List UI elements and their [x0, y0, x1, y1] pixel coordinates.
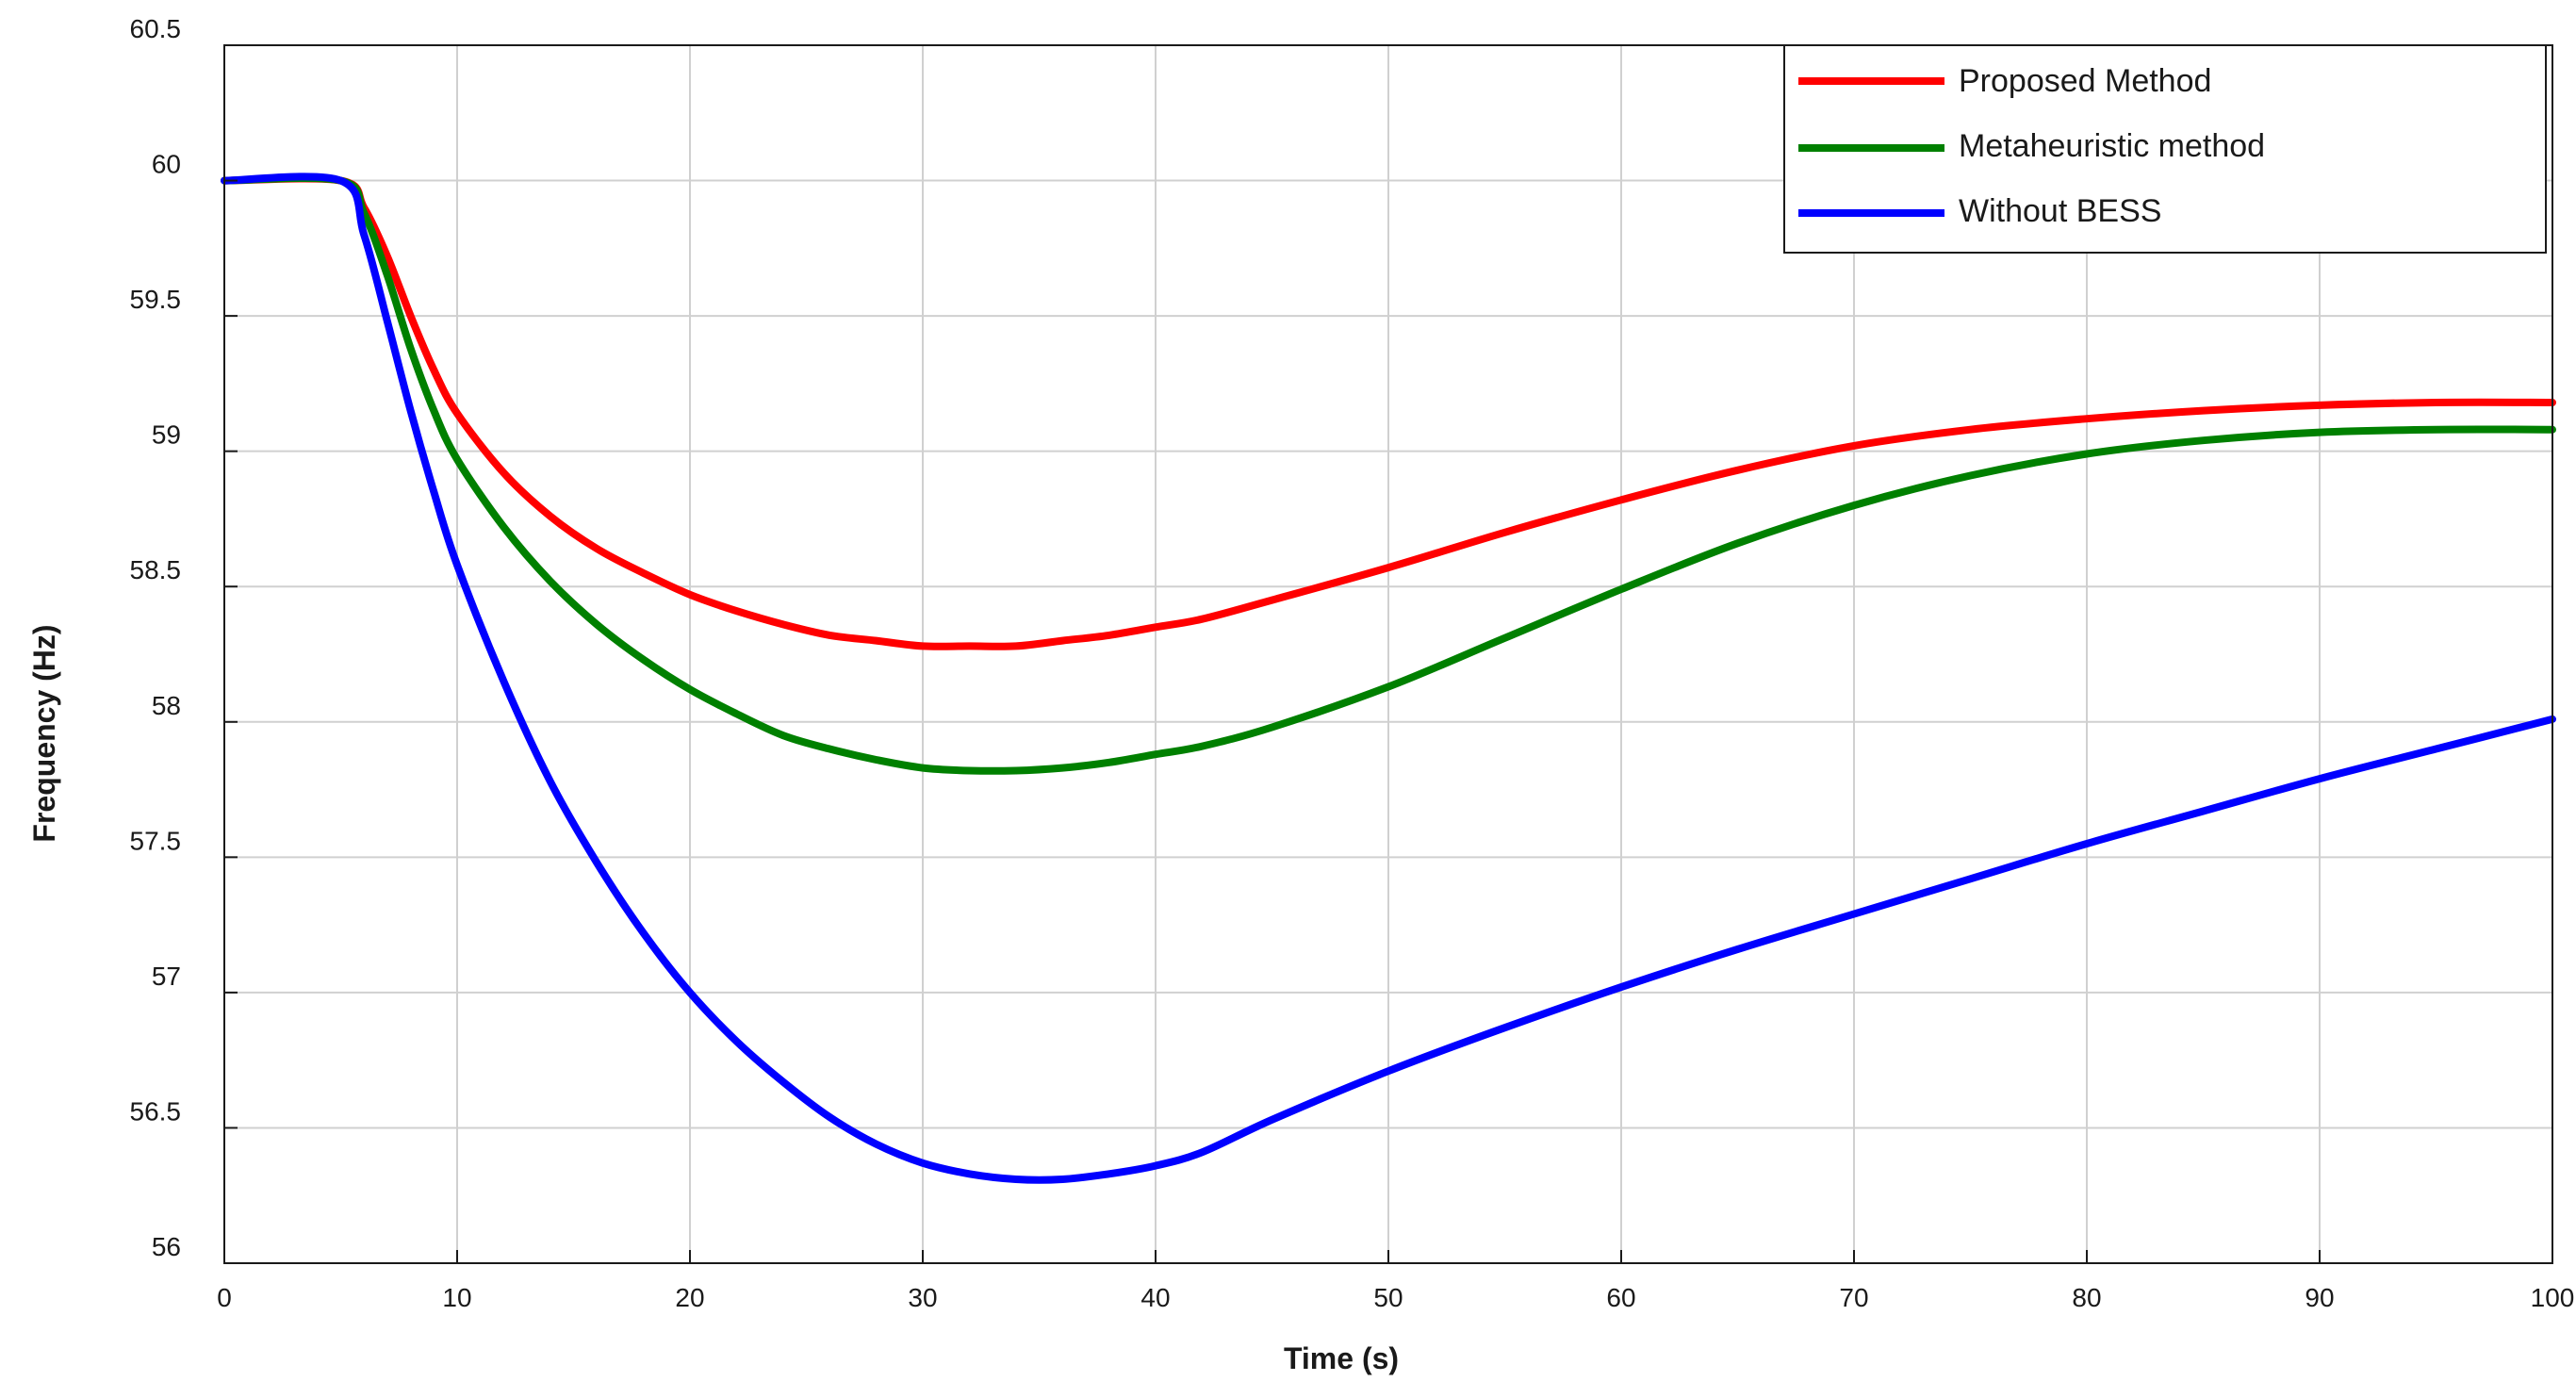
x-axis-title: Time (s) [1284, 1341, 1399, 1375]
y-tick-label: 60.5 [130, 14, 182, 43]
series-lines [221, 173, 2556, 1184]
y-tick-label: 56.5 [130, 1096, 182, 1126]
series-line-proposed-method [221, 174, 2556, 650]
x-tick-label: 0 [217, 1283, 232, 1312]
y-tick-label: 57.5 [130, 826, 182, 855]
legend-label-without-bess: Without BESS [1959, 193, 2161, 229]
legend: Proposed Method Metaheuristic method Wit… [1783, 44, 2547, 254]
legend-label-metaheuristic: Metaheuristic method [1959, 128, 2265, 164]
y-tick-label: 59 [152, 420, 181, 450]
y-tick-label: 58.5 [130, 555, 182, 584]
x-tick-label: 30 [908, 1283, 937, 1312]
y-tick-label: 60 [152, 150, 181, 179]
x-tick-label: 90 [2305, 1283, 2334, 1312]
x-tick-label: 80 [2072, 1283, 2101, 1312]
y-tick-label: 58 [152, 691, 181, 720]
y-axis: 56 56.5 57 57.5 58 58.5 59 59.5 60 60.5 [130, 14, 238, 1264]
x-tick-label: 20 [675, 1283, 704, 1312]
x-axis: 0 10 20 30 40 50 60 70 80 90 100 [217, 1250, 2574, 1312]
x-tick-label: 70 [1839, 1283, 1868, 1312]
series-line-without-bess [221, 173, 2556, 1184]
x-tick-label: 60 [1606, 1283, 1635, 1312]
legend-label-proposed: Proposed Method [1959, 63, 2211, 99]
x-tick-label: 40 [1140, 1283, 1170, 1312]
series-line-metaheuristic-method [221, 174, 2556, 775]
y-tick-label: 59.5 [130, 285, 182, 314]
x-tick-label: 10 [442, 1283, 471, 1312]
y-tick-label: 56 [152, 1232, 181, 1261]
y-axis-title: Frequency (Hz) [27, 624, 61, 842]
x-tick-label: 50 [1373, 1283, 1403, 1312]
y-tick-label: 57 [152, 962, 181, 991]
x-tick-label: 100 [2531, 1283, 2575, 1312]
